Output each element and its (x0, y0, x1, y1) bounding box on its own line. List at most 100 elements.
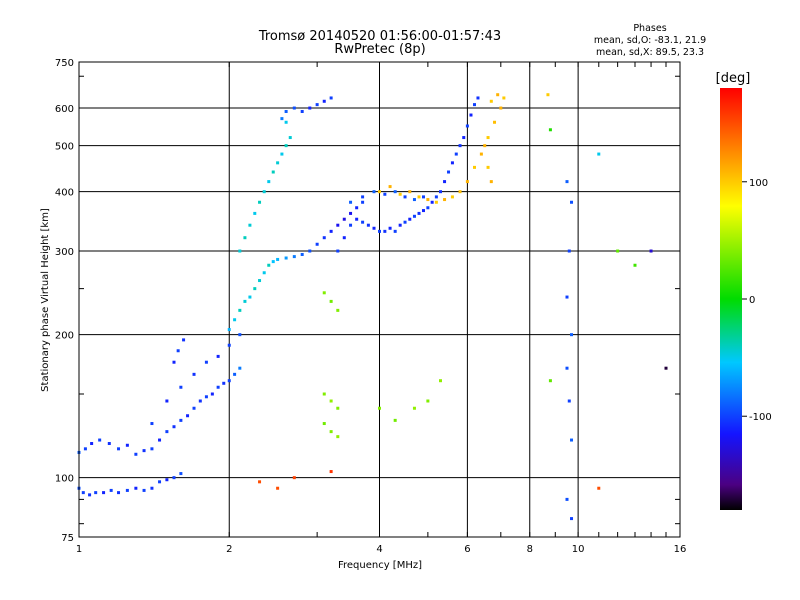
data-point (150, 447, 154, 451)
data-point (271, 260, 275, 264)
phase-info-x-mode: mean, sd,X: 89.5, 23.3 (596, 47, 704, 58)
data-point (322, 99, 326, 103)
data-point (465, 124, 469, 128)
y-tick-label: 200 (55, 331, 74, 342)
data-point (403, 195, 407, 199)
data-point (258, 279, 262, 283)
data-point (570, 438, 574, 442)
phase-info-heading: Phases (633, 23, 666, 34)
data-point (98, 438, 102, 442)
data-point (342, 236, 346, 240)
data-point (355, 206, 359, 210)
data-point (361, 200, 365, 204)
data-point (417, 211, 421, 215)
x-tick-label: 10 (572, 544, 585, 555)
data-point (398, 192, 402, 196)
data-point (322, 392, 326, 396)
data-point (165, 430, 169, 434)
data-point (109, 488, 113, 492)
data-point (276, 161, 280, 165)
data-point (567, 399, 571, 403)
data-point (150, 422, 154, 426)
data-point (388, 226, 392, 230)
data-point (342, 217, 346, 221)
data-point (447, 170, 451, 174)
data-point (439, 379, 443, 383)
x-tick-label: 6 (464, 544, 470, 555)
data-point (398, 223, 402, 227)
data-point (408, 190, 412, 194)
data-point (142, 488, 146, 492)
chart-title: Tromsø 20140520 01:56:00-01:57:43 (258, 29, 501, 44)
data-point (182, 338, 186, 342)
data-point (403, 220, 407, 224)
data-point (329, 470, 333, 474)
data-point (308, 249, 312, 253)
data-point (83, 447, 87, 451)
data-point (502, 96, 506, 100)
data-point (499, 106, 503, 110)
data-point (366, 223, 370, 227)
data-point (81, 491, 85, 495)
data-point (443, 180, 447, 184)
data-point (329, 96, 333, 100)
data-point (355, 217, 359, 221)
data-point (450, 161, 454, 165)
data-point (288, 136, 292, 140)
data-point (336, 249, 340, 253)
data-point (117, 447, 121, 451)
data-point (361, 220, 365, 224)
data-point (664, 366, 668, 370)
data-point (465, 180, 469, 184)
data-point (426, 198, 430, 202)
data-point (570, 517, 574, 521)
data-point (393, 418, 397, 422)
data-point (227, 328, 231, 332)
data-point (567, 249, 571, 253)
data-point (570, 200, 574, 204)
data-point (262, 271, 266, 275)
data-point (204, 360, 208, 364)
data-point (421, 209, 425, 213)
data-point (336, 406, 340, 410)
y-tick-label: 750 (55, 58, 74, 69)
data-point (165, 399, 169, 403)
data-point (649, 249, 653, 253)
data-point (412, 214, 416, 218)
data-point (546, 93, 550, 97)
data-point (393, 229, 397, 233)
data-point (238, 249, 242, 253)
data-point (443, 198, 447, 202)
data-point (238, 333, 242, 337)
data-point (284, 120, 288, 124)
colorbar-label: [deg] (716, 71, 751, 86)
data-point (204, 395, 208, 399)
data-point (248, 295, 252, 299)
data-point (216, 385, 220, 389)
y-tick-label: 400 (55, 188, 74, 199)
data-point (472, 103, 476, 107)
y-tick-label: 300 (55, 247, 74, 258)
data-point (107, 442, 111, 446)
data-point (300, 109, 304, 113)
colorbar (720, 88, 742, 510)
colorbar-tick-label: -100 (749, 412, 772, 423)
data-point (329, 399, 333, 403)
data-point (336, 308, 340, 312)
data-point (421, 195, 425, 199)
data-point (165, 478, 169, 482)
data-point (388, 185, 392, 189)
data-point (372, 226, 376, 230)
data-point (412, 198, 416, 202)
data-point (90, 442, 94, 446)
x-tick-label: 8 (527, 544, 533, 555)
data-point (117, 491, 121, 495)
data-point (179, 472, 183, 476)
data-point (336, 435, 340, 439)
x-tick-label: 1 (76, 544, 82, 555)
data-point (271, 170, 275, 174)
data-point (472, 165, 476, 169)
data-point (238, 308, 242, 312)
data-point (238, 366, 242, 370)
data-point (383, 229, 387, 233)
